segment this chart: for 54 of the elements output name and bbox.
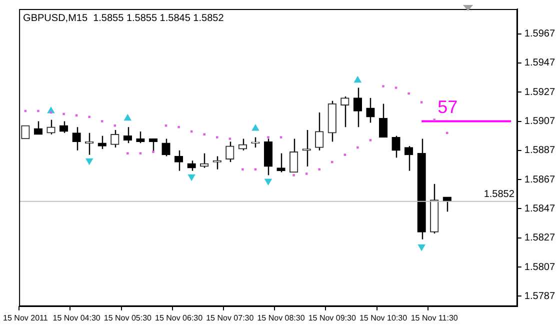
- ref-line-label: 1.5852: [484, 189, 515, 200]
- candlestick: [123, 126, 132, 144]
- x-tick-label: 15 Nov 10:30: [359, 313, 408, 322]
- x-tick-label: 15 Nov 04:30: [52, 313, 101, 322]
- y-tick-label: 1.5887: [524, 145, 556, 156]
- x-tick-label: 15 Nov 2011: [3, 313, 48, 322]
- y-tick-label: 1.5947: [524, 58, 556, 69]
- candlestick: [378, 103, 388, 138]
- y-tick-label: 1.5967: [524, 28, 556, 40]
- candlestick: [404, 145, 414, 172]
- point: [114, 124, 116, 127]
- candlestick: [136, 130, 145, 144]
- series-label: 57: [438, 97, 458, 118]
- y-tick-label: 1.5807: [524, 262, 556, 273]
- candlestick: [264, 138, 273, 176]
- candlestick: [34, 120, 43, 135]
- candlestick: [59, 120, 68, 134]
- candlestick: [366, 97, 375, 124]
- x-tick-label: 15 Nov 08:30: [257, 313, 306, 322]
- candlestick: [353, 87, 362, 128]
- point: [252, 124, 260, 131]
- candlestick: [98, 135, 106, 150]
- candlestick: [315, 112, 324, 152]
- x-tick-label: 15 Nov 07:30: [206, 313, 254, 322]
- candlestick: [174, 150, 184, 172]
- candlestick: [340, 96, 350, 128]
- candlestick: [148, 138, 158, 152]
- candlestick: [187, 160, 196, 172]
- x-tick-label: 15 Nov 09:30: [308, 313, 356, 322]
- y-tick-label: 1.5907: [524, 116, 556, 128]
- candlestick: [276, 152, 286, 173]
- point: [418, 244, 426, 252]
- candlestick: [442, 196, 452, 212]
- candlestick: [289, 138, 298, 173]
- point: [188, 174, 196, 182]
- point: [85, 158, 94, 166]
- candlestick: [46, 119, 56, 135]
- point: [330, 160, 334, 164]
- y-tick-label: 1.5847: [524, 203, 556, 214]
- point: [164, 124, 168, 127]
- point: [124, 114, 132, 121]
- candlestick: [200, 152, 209, 169]
- y-tick-label: 1.5787: [524, 290, 556, 302]
- point: [354, 76, 362, 83]
- point: [264, 178, 272, 186]
- x-tick-label: 15 Nov 06:30: [154, 313, 204, 322]
- y-tick-label: 1.5927: [524, 86, 556, 98]
- x-tick-label: 15 Nov 05:30: [104, 313, 152, 322]
- candlestick: [72, 126, 81, 152]
- chart-title: GBPUSD,M15 1.5855 1.5855 1.5845 1.5852: [23, 12, 224, 24]
- candlestick: [238, 138, 248, 152]
- y-tick-label: 1.5827: [524, 232, 556, 244]
- y-tick-label: 1.5867: [524, 174, 556, 186]
- x-tick-label: 15 Nov 11:30: [410, 313, 458, 322]
